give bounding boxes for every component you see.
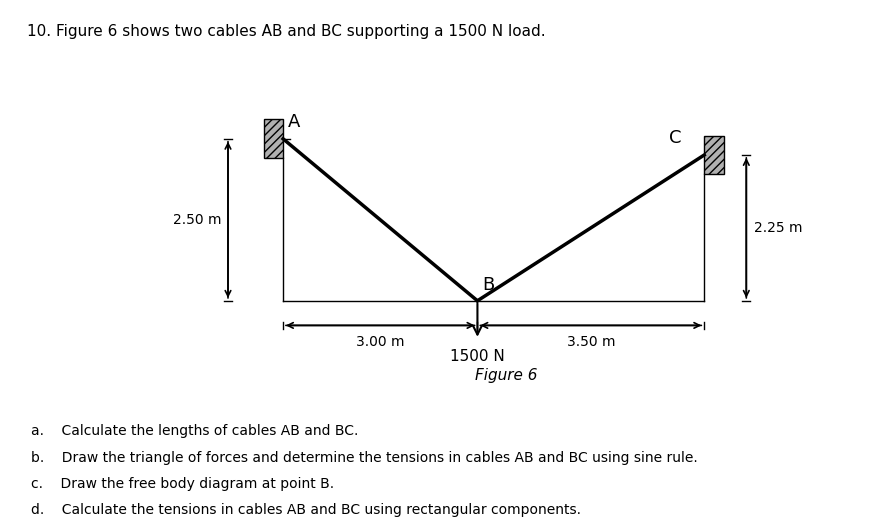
- Text: A: A: [288, 113, 300, 131]
- Text: b.    Draw the triangle of forces and determine the tensions in cables AB and BC: b. Draw the triangle of forces and deter…: [31, 451, 697, 464]
- Text: 3.50 m: 3.50 m: [566, 335, 614, 349]
- Text: Figure 6: Figure 6: [475, 368, 537, 383]
- Text: a.    Calculate the lengths of cables AB and BC.: a. Calculate the lengths of cables AB an…: [31, 424, 358, 438]
- Text: B: B: [482, 276, 494, 294]
- Bar: [703, 135, 723, 175]
- Bar: [263, 120, 283, 158]
- Text: C: C: [668, 129, 680, 147]
- Text: 3.00 m: 3.00 m: [355, 335, 404, 349]
- Text: 2.50 m: 2.50 m: [173, 213, 222, 227]
- Text: 10. Figure 6 shows two cables AB and BC supporting a 1500 N load.: 10. Figure 6 shows two cables AB and BC …: [27, 24, 545, 39]
- Text: c.    Draw the free body diagram at point B.: c. Draw the free body diagram at point B…: [31, 477, 334, 491]
- Text: 1500 N: 1500 N: [449, 349, 504, 364]
- Text: 2.25 m: 2.25 m: [753, 221, 802, 235]
- Text: d.    Calculate the tensions in cables AB and BC using rectangular components.: d. Calculate the tensions in cables AB a…: [31, 504, 580, 517]
